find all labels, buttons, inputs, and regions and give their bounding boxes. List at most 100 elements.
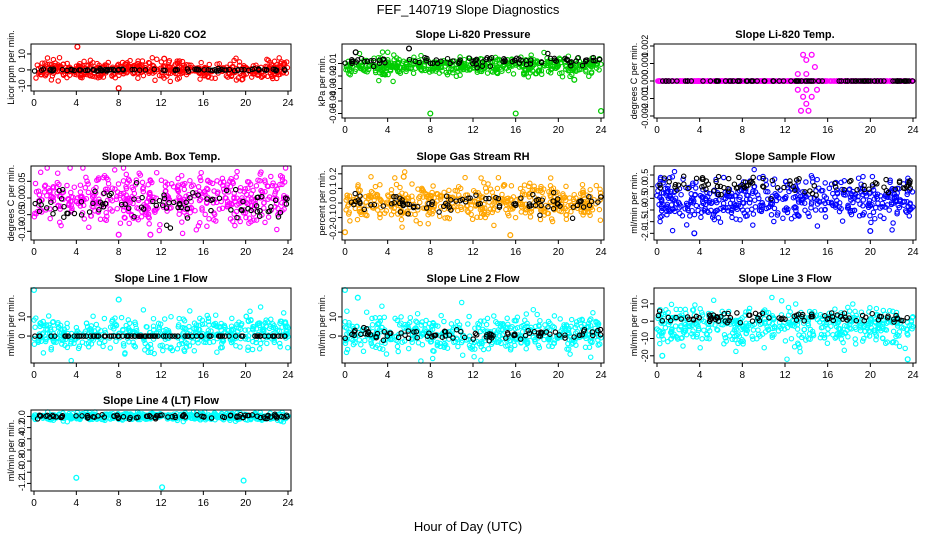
outlier-point: [808, 51, 815, 58]
data-point: [510, 71, 517, 77]
x-tick-label: 16: [510, 125, 522, 136]
data-point: [178, 172, 185, 179]
data-point: [165, 67, 172, 73]
panel-title: Slope Gas Stream RH: [416, 151, 529, 163]
data-point: [154, 56, 160, 63]
data-point: [204, 185, 210, 192]
data-point: [545, 68, 552, 75]
data-point: [33, 75, 39, 81]
data-point: [397, 70, 404, 76]
data-point: [156, 227, 163, 234]
data-point: [384, 49, 391, 56]
data-point: [275, 71, 282, 78]
y-axis-label: Licor ppm per min.: [6, 30, 16, 105]
data-point: [508, 183, 515, 189]
outlier-point: [400, 173, 407, 180]
data-point: [875, 200, 881, 207]
data-point: [455, 343, 461, 350]
data-point: [562, 62, 569, 69]
data-point: [68, 357, 74, 364]
data-point: [530, 61, 536, 68]
data-point: [281, 66, 287, 72]
data-point: [698, 78, 704, 84]
data-point: [381, 314, 388, 321]
outlier-point: [507, 232, 514, 239]
data-point: [780, 215, 786, 222]
data-point: [215, 68, 222, 74]
data-point: [233, 343, 239, 349]
x-tick-label: 12: [779, 247, 791, 258]
data-point: [530, 306, 537, 313]
data-point: [414, 319, 420, 326]
data-point: [139, 179, 146, 186]
data-point: [247, 308, 253, 315]
data-point: [869, 173, 876, 180]
outlier-point: [794, 86, 801, 93]
data-point: [195, 223, 202, 229]
data-point: [892, 78, 898, 84]
data-point: [866, 197, 873, 204]
data-point: [830, 190, 836, 197]
y-tick-label: -0.02: [328, 66, 338, 87]
data-point: [257, 304, 264, 310]
data-point: [491, 222, 497, 229]
data-point: [368, 58, 374, 64]
data-point: [554, 64, 560, 71]
outlier-point: [867, 227, 874, 235]
data-point: [573, 67, 579, 73]
y-tick-label: -10: [17, 79, 27, 92]
data-point: [56, 67, 63, 74]
x-tick-label: 4: [385, 125, 391, 136]
data-point: [126, 220, 132, 227]
data-point: [806, 78, 812, 84]
data-point: [545, 50, 551, 57]
outlier-point: [354, 294, 361, 301]
data-point: [89, 194, 96, 200]
data-point: [56, 219, 63, 226]
data-point: [364, 58, 371, 65]
data-point: [511, 57, 518, 63]
data-point: [188, 62, 194, 69]
data-point: [167, 78, 174, 85]
data-point: [153, 202, 160, 209]
data-point: [722, 78, 729, 84]
data-point: [249, 66, 256, 73]
panel-title: Slope Li-820 Temp.: [735, 29, 834, 41]
x-tick-label: 4: [74, 247, 80, 258]
data-point: [280, 310, 287, 316]
data-point: [113, 196, 120, 203]
x-tick-label: 8: [116, 370, 122, 381]
outlier-point: [811, 63, 818, 71]
data-point: [393, 55, 400, 61]
x-tick-label: 8: [428, 370, 434, 381]
data-point: [100, 343, 106, 350]
data-point: [261, 205, 267, 211]
outlier-point: [405, 45, 413, 52]
data-point: [229, 315, 235, 322]
data-point: [40, 66, 47, 72]
data-point: [465, 321, 471, 327]
y-tick-label: -0.1: [328, 210, 338, 226]
x-tick-label: 4: [74, 98, 80, 109]
y-tick-label: 0.0: [640, 180, 650, 193]
data-point: [427, 60, 434, 67]
data-point: [844, 78, 851, 84]
data-point: [264, 73, 271, 80]
data-point: [479, 59, 486, 65]
data-point: [285, 344, 291, 351]
data-point: [156, 197, 163, 204]
data-point: [107, 345, 114, 351]
x-tick-label: 12: [779, 125, 791, 136]
data-point: [407, 314, 414, 321]
data-point: [395, 348, 401, 355]
data-point: [378, 66, 384, 73]
data-point: [193, 66, 200, 73]
data-point: [471, 58, 477, 64]
x-tick-label: 0: [654, 247, 660, 258]
data-point: [129, 66, 135, 73]
x-tick-label: 8: [740, 125, 746, 136]
x-tick-label: 24: [282, 370, 294, 381]
outlier-point: [800, 51, 807, 58]
data-point: [466, 313, 472, 320]
data-point: [162, 67, 168, 74]
